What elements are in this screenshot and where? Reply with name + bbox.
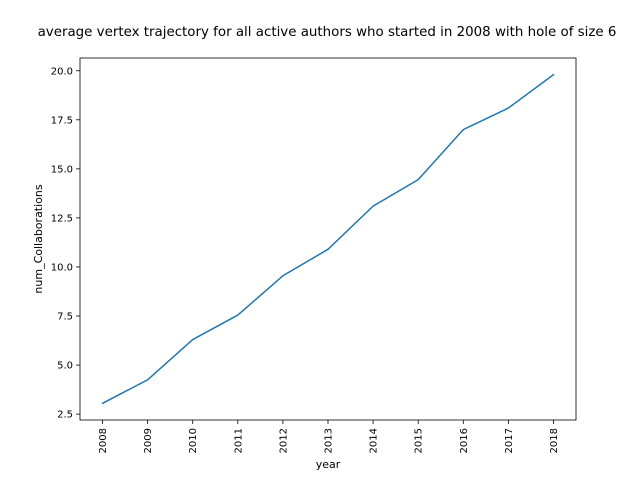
y-tick-label: 7.5 [57, 312, 73, 323]
axes-frame [79, 57, 577, 421]
x-tick-label: 2018 [549, 428, 560, 453]
y-tick-label: 20.0 [51, 66, 73, 77]
y-tick-label: 17.5 [51, 115, 73, 126]
x-tick-label: 2016 [459, 428, 470, 453]
x-tick-label: 2015 [414, 428, 425, 453]
x-axis-ticks: 2008 2009 2010 2011 2012 2013 2014 2015 2016 2017… [98, 420, 560, 453]
y-tick-label: 5.0 [57, 361, 73, 372]
y-tick-label: 12.5 [51, 213, 73, 224]
y-axis-ticks: 2.5 5.0 7.5 10.0 12.5 15.0 17.5 20.0 [51, 66, 80, 421]
y-tick-label: 15.0 [51, 164, 73, 175]
y-tick-label: 2.5 [57, 410, 73, 421]
series-line-0 [101, 73, 555, 405]
plot-area: 2008 2009 2010 2011 2012 2013 2014 2015 2016 2017… [51, 57, 577, 453]
chart-title: average vertex trajectory for all active… [38, 25, 617, 40]
x-tick-label: 2011 [233, 428, 244, 453]
y-axis-label: num_Collaborations [32, 184, 45, 293]
series-layer [101, 73, 555, 405]
x-tick-label: 2017 [504, 428, 515, 453]
x-tick-label: 2009 [143, 428, 154, 453]
x-tick-label: 2012 [278, 428, 289, 453]
x-tick-label: 2008 [98, 428, 109, 453]
y-tick-label: 10.0 [51, 262, 73, 273]
x-tick-label: 2014 [369, 428, 380, 453]
x-tick-label: 2013 [324, 428, 335, 453]
x-tick-label: 2010 [188, 428, 199, 453]
x-axis-label: year [316, 458, 341, 471]
